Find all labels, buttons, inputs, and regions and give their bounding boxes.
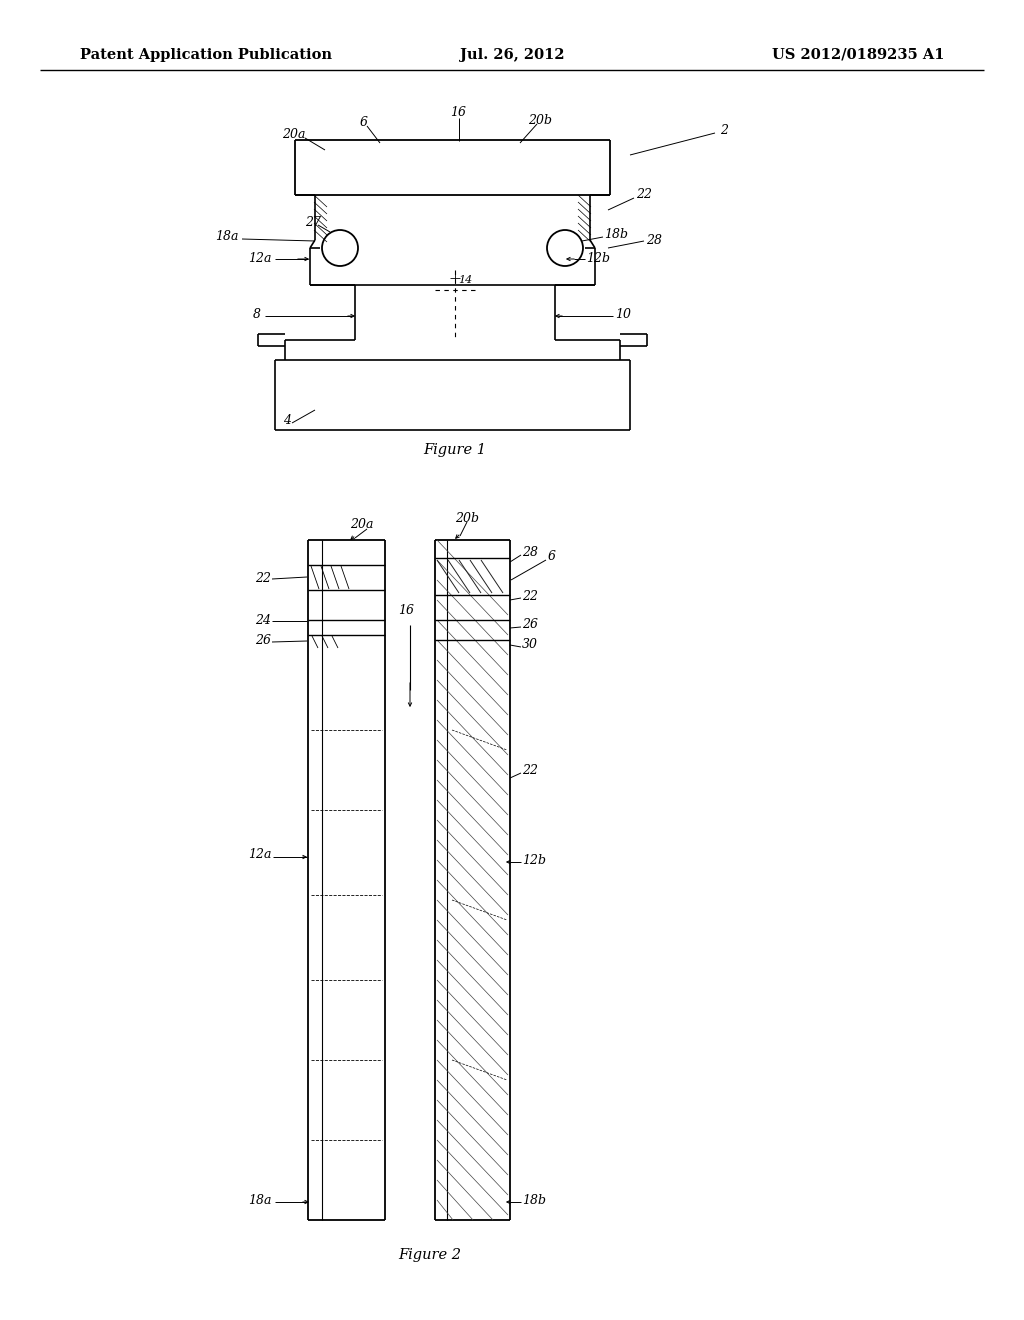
Text: Patent Application Publication: Patent Application Publication xyxy=(80,48,332,62)
Text: 18a: 18a xyxy=(248,1193,271,1206)
Text: 12a: 12a xyxy=(248,252,271,264)
Text: 24: 24 xyxy=(255,614,271,627)
Text: 22: 22 xyxy=(255,572,271,585)
Text: 22: 22 xyxy=(522,590,538,602)
Text: 12b: 12b xyxy=(522,854,546,866)
Text: 10: 10 xyxy=(615,309,631,322)
Text: US 2012/0189235 A1: US 2012/0189235 A1 xyxy=(771,48,944,62)
Text: 22: 22 xyxy=(636,189,652,202)
Text: 27: 27 xyxy=(305,215,321,228)
Text: 8: 8 xyxy=(253,309,261,322)
Text: Figure 2: Figure 2 xyxy=(398,1247,462,1262)
Text: 18b: 18b xyxy=(522,1193,546,1206)
Text: Jul. 26, 2012: Jul. 26, 2012 xyxy=(460,48,564,62)
Text: 30: 30 xyxy=(522,639,538,652)
Text: 20a: 20a xyxy=(350,519,374,532)
Text: 26: 26 xyxy=(255,635,271,648)
Text: 28: 28 xyxy=(646,234,662,247)
Text: 6: 6 xyxy=(360,116,368,128)
Text: 12b: 12b xyxy=(586,252,610,264)
Text: 22: 22 xyxy=(522,763,538,776)
Text: 20b: 20b xyxy=(455,511,479,524)
Text: 12a: 12a xyxy=(248,849,271,862)
Text: 18a: 18a xyxy=(215,231,239,243)
Text: 26: 26 xyxy=(522,619,538,631)
Text: 4: 4 xyxy=(283,413,291,426)
Text: 20b: 20b xyxy=(528,114,552,127)
Text: 16: 16 xyxy=(450,107,466,120)
Text: 18b: 18b xyxy=(604,228,628,242)
Text: 2: 2 xyxy=(720,124,728,136)
Text: 20a: 20a xyxy=(282,128,305,141)
Text: 6: 6 xyxy=(548,549,556,562)
Text: 14: 14 xyxy=(458,275,472,285)
Text: 16: 16 xyxy=(398,603,414,616)
Text: 28: 28 xyxy=(522,545,538,558)
Text: Figure 1: Figure 1 xyxy=(424,444,486,457)
